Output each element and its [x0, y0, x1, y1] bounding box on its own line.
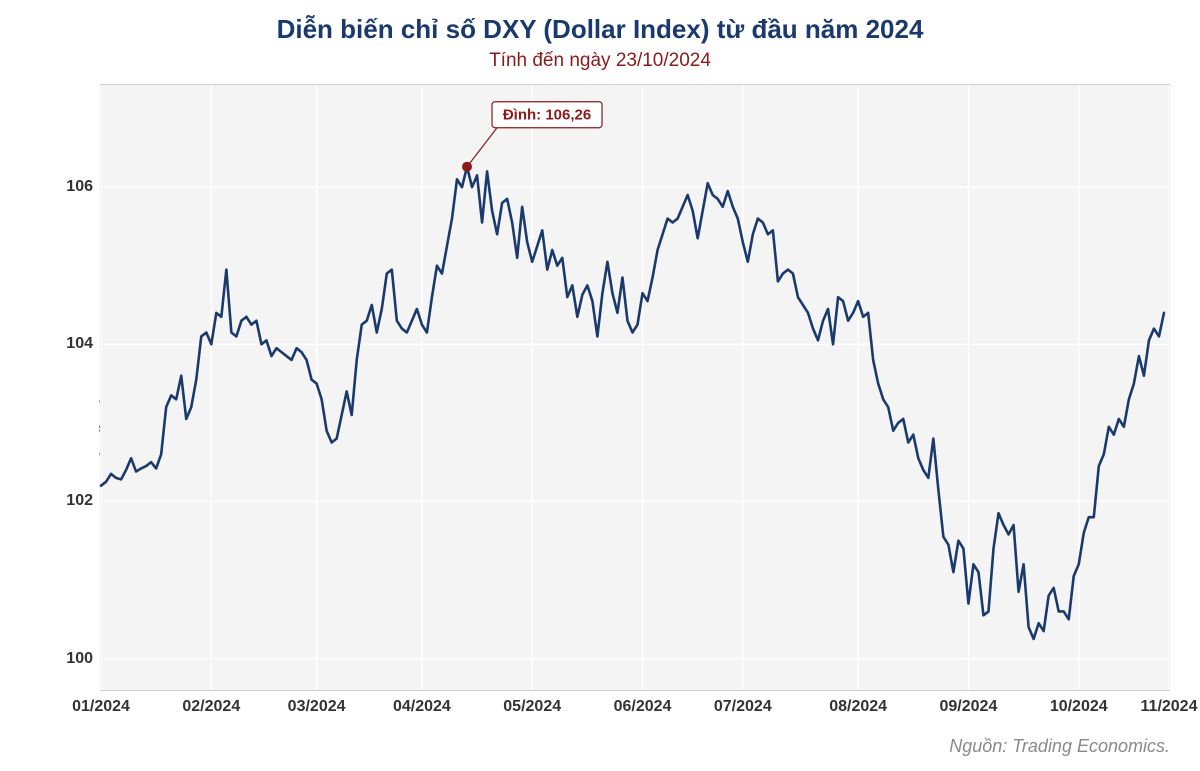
x-tick-label: 09/2024	[940, 698, 998, 716]
x-tick-label: 08/2024	[829, 698, 887, 716]
y-tick-label: 100	[66, 650, 93, 668]
annotation-text: Đình: 106,26	[503, 107, 591, 124]
y-tick-label: 106	[66, 178, 93, 196]
annotation-dot	[462, 162, 472, 172]
x-tick-label: 04/2024	[393, 698, 451, 716]
x-tick-label: 07/2024	[714, 698, 772, 716]
source-text: Nguồn: Trading Economics.	[949, 736, 1170, 757]
dxy-line	[101, 167, 1164, 639]
annotation-leader	[467, 128, 497, 167]
chart-container: Diễn biến chỉ số DXY (Dollar Index) từ đ…	[0, 0, 1200, 771]
x-tick-label: 10/2024	[1050, 698, 1108, 716]
plot-area: Đình: 106,26 10010210410601/202402/20240…	[100, 84, 1170, 691]
chart-title: Diễn biến chỉ số DXY (Dollar Index) từ đ…	[0, 14, 1200, 45]
x-tick-label: 06/2024	[614, 698, 672, 716]
y-tick-label: 102	[66, 492, 93, 510]
y-tick-label: 104	[66, 335, 93, 353]
x-tick-label: 05/2024	[503, 698, 561, 716]
x-tick-label: 03/2024	[288, 698, 346, 716]
x-tick-label: 01/2024	[72, 698, 130, 716]
chart-subtitle: Tính đến ngày 23/10/2024	[0, 50, 1200, 72]
x-tick-label: 02/2024	[182, 698, 240, 716]
x-tick-label: 11/2024	[1141, 698, 1198, 716]
plot-svg: Đình: 106,26	[101, 85, 1169, 690]
